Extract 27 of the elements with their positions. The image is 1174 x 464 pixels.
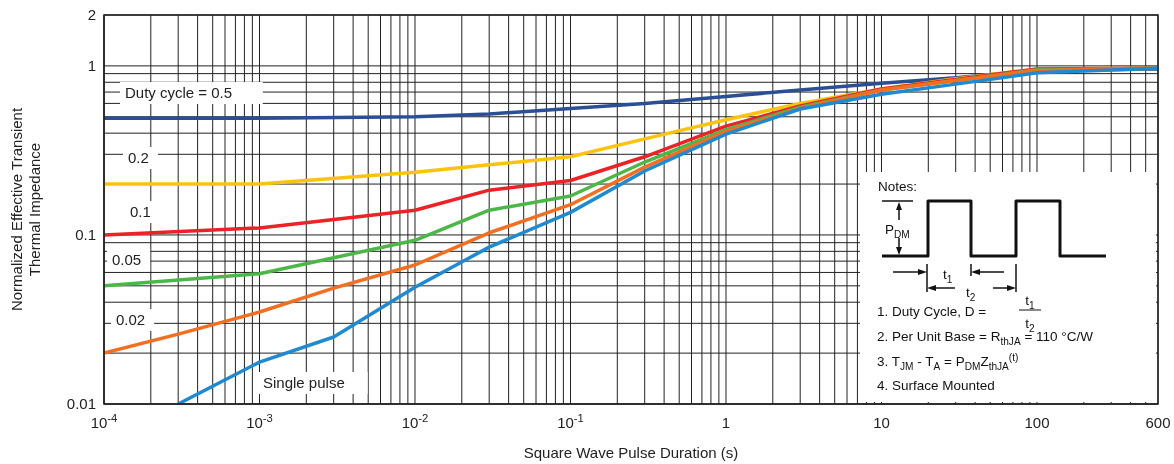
y-tick-label: 2 <box>87 6 96 23</box>
x-tick-label: 100 <box>1024 414 1050 431</box>
series-label: 0.2 <box>128 149 149 166</box>
series-label: Duty cycle = 0.5 <box>125 84 233 101</box>
annotation: t$_{1}$ <box>943 267 953 286</box>
series-label: 0.1 <box>130 203 151 220</box>
annotation: t$_{2}$ <box>966 285 976 304</box>
x-tick-label: 10 <box>873 414 890 431</box>
x-tick-label: 10$^{-2}$ <box>401 412 429 431</box>
y-tick-label: 0.01 <box>66 395 96 412</box>
series-label: Single pulse <box>263 374 345 391</box>
x-tick-label: 10$^{-3}$ <box>246 412 273 431</box>
y-tick-label: 1 <box>87 56 96 74</box>
x-tick-label: 10$^{-1}$ <box>557 412 584 431</box>
x-tick-label: 10$^{-4}$ <box>90 412 118 431</box>
annotation: Notes: <box>878 179 918 194</box>
y-tick-label: 0.1 <box>75 225 96 243</box>
annotation: 4. Surface Mounted <box>877 378 995 393</box>
series-label: 0.02 <box>116 311 146 328</box>
annotation: t$_{1}$ <box>1025 293 1036 312</box>
x-axis-title: Square Wave Pulse Duration (s) <box>523 444 739 461</box>
series-label: 0.05 <box>112 251 142 268</box>
y-axis-title: Normalized Effective Transient Thermal Impedance <box>8 107 43 312</box>
annotation: P$_{DM}$ <box>885 222 910 241</box>
x-tick-label: 1 <box>721 414 731 431</box>
annotation: 1. Duty Cycle, D = <box>877 304 987 319</box>
x-tick-label: 600 <box>1145 414 1171 431</box>
